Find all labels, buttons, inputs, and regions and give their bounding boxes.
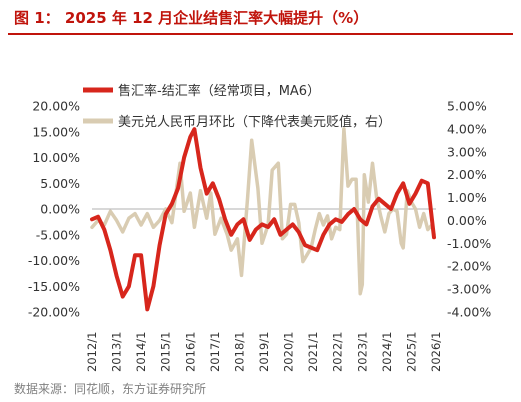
right-tick-label: -1.00% (447, 236, 491, 251)
chart-title: 图 1： 2025 年 12 月企业结售汇率大幅提升（%） (14, 9, 369, 27)
series-line-fx-settlement (90, 127, 436, 312)
legend-label-usd-cny: 美元兑人民币月环比（下降代表美元贬值，右） (118, 114, 391, 130)
x-tick-label: 2021/1 (306, 332, 320, 372)
x-tick-label: 2016/1 (183, 332, 197, 372)
legend: 售汇率-结汇率（经常项目，MA6） 美元兑人民币月环比（下降代表美元贬值，右） (83, 83, 391, 130)
right-tick-label: -4.00% (447, 305, 491, 320)
x-tick-label: 2022/1 (331, 332, 345, 372)
x-tick-label: 2012/1 (85, 332, 99, 372)
left-tick-label: -10.00% (28, 253, 80, 268)
left-tick-label: -5.00% (36, 227, 80, 242)
x-tick-label: 2017/1 (208, 332, 222, 372)
x-tick-label: 2023/1 (355, 332, 369, 372)
right-tick-label: 2.00% (447, 167, 487, 182)
left-tick-label: 5.00% (40, 176, 80, 191)
right-tick-label: -3.00% (447, 282, 491, 297)
series-layer (90, 127, 436, 312)
source-note: 数据来源：同花顺，东方证券研究所 (14, 382, 207, 396)
left-tick-label: 10.00% (32, 150, 80, 165)
right-tick-label: 3.00% (447, 144, 487, 159)
right-axis: 5.00% 4.00% 3.00% 2.00% 1.00% 0.00% -1.00% -2.0… (447, 99, 491, 320)
x-tick-label: 2024/1 (380, 332, 394, 372)
x-tick-label: 2020/1 (282, 332, 296, 372)
x-axis: 2012/1 2013/1 2014/1 2015/1 2016/1 2017/1 2018… (85, 332, 443, 372)
x-tick-label: 2015/1 (159, 332, 173, 372)
right-tick-label: 4.00% (447, 121, 487, 136)
x-tick-label: 2018/1 (232, 332, 246, 372)
x-tick-label: 2025/1 (404, 332, 418, 372)
right-tick-label: 1.00% (447, 190, 487, 205)
x-tick-label: 2026/1 (429, 332, 443, 372)
x-tick-label: 2013/1 (110, 332, 124, 372)
left-tick-label: -20.00% (28, 305, 80, 320)
x-tick-label: 2019/1 (257, 332, 271, 372)
left-tick-label: 15.00% (32, 124, 80, 139)
left-tick-label: 0.00% (40, 202, 80, 217)
title-rule (8, 33, 513, 35)
left-tick-label: 20.00% (32, 99, 80, 114)
right-tick-label: 0.00% (447, 213, 487, 228)
x-tick-label: 2014/1 (134, 332, 148, 372)
left-tick-label: -15.00% (28, 279, 80, 294)
legend-label-fx-settlement: 售汇率-结汇率（经常项目，MA6） (118, 83, 320, 99)
left-axis: 20.00% 15.00% 10.00% 5.00% 0.00% -5.00% -10.00… (28, 99, 80, 320)
right-tick-label: 5.00% (447, 99, 487, 114)
right-tick-label: -2.00% (447, 259, 491, 274)
